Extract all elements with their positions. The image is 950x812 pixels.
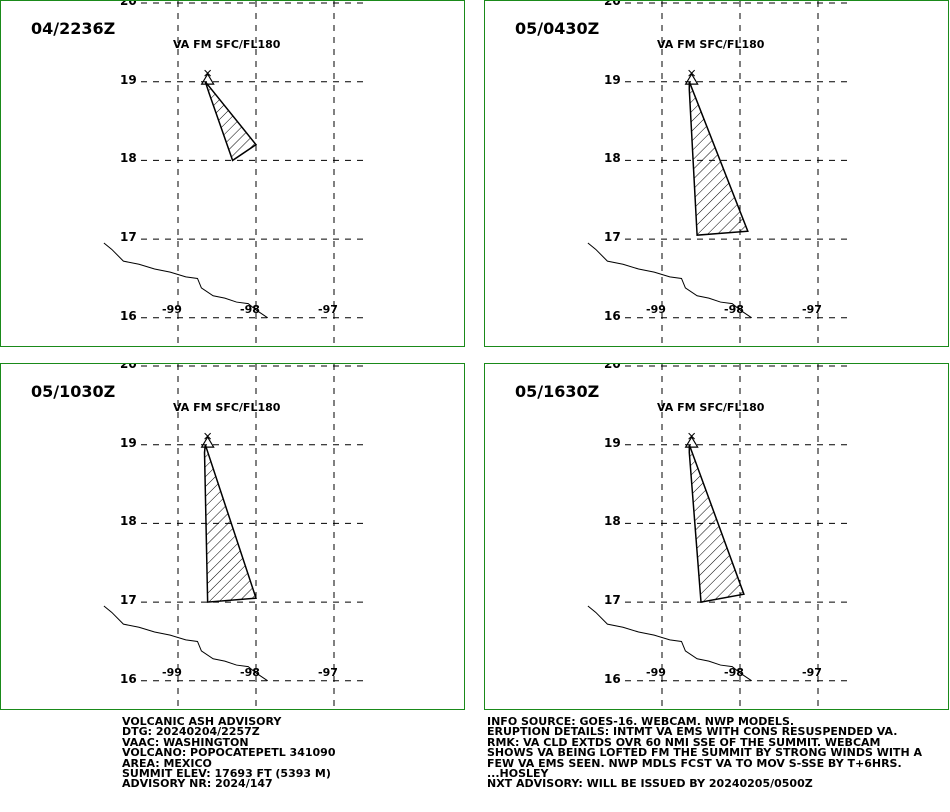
ash-cloud-polygon [688,81,749,236]
latitude-tick-label: 16 [604,308,621,323]
longitude-tick-label: -99 [646,666,666,679]
latitude-tick-label: 17 [604,230,621,245]
latitude-tick-label: 20 [120,0,137,8]
panel-time-label: 05/1030Z [31,382,116,401]
volcano-icon [684,72,699,85]
forecast-panel-4: 05/1630Z VA FM SFC/FL180 20 19 18 17 16 -99 -98 -… [484,363,949,710]
panel-layer-label: VA FM SFC/FL180 [657,401,765,414]
forecast-panel-2: 05/0430Z VA FM SFC/FL180 20 19 18 17 16 -99 -98 -… [484,0,949,347]
latitude-tick-label: 19 [120,72,137,87]
longitude-tick-label: -99 [162,303,182,316]
panel-layer-label: VA FM SFC/FL180 [173,38,281,51]
latitude-tick-label: 17 [120,230,137,245]
latitude-tick-label: 16 [120,308,137,323]
volcano-icon [684,435,699,448]
map-canvas [103,364,366,709]
advisory-left-text: VOLCANIC ASH ADVISORY DTG: 20240204/2257… [122,715,336,791]
ash-cloud-polygon [688,444,745,603]
map-canvas [587,364,850,709]
longitude-tick-label: -97 [318,666,338,679]
latitude-tick-label: 17 [120,593,137,608]
latitude-tick-label: 18 [604,514,621,529]
latitude-tick-label: 19 [120,435,137,450]
advisory-right-text: INFO SOURCE: GOES-16. WEBCAM. NWP MODELS… [487,715,922,791]
latitude-tick-label: 19 [604,72,621,87]
coastline [587,605,752,682]
coastline [103,605,268,682]
longitude-tick-label: -99 [162,666,182,679]
longitude-tick-label: -98 [724,666,744,679]
ash-cloud-polygon [203,444,258,603]
longitude-tick-label: -97 [802,303,822,316]
latitude-tick-label: 16 [604,671,621,686]
latitude-tick-label: 17 [604,593,621,608]
latitude-tick-label: 18 [604,151,621,166]
latitude-tick-label: 20 [120,363,137,371]
volcano-icon [200,435,215,448]
coastline [587,242,752,319]
coastline [103,242,268,319]
latitude-tick-label: 18 [120,514,137,529]
latitude-tick-label: 20 [604,363,621,371]
ash-cloud-polygon [204,81,258,162]
latitude-tick-label: 18 [120,151,137,166]
latitude-tick-label: 16 [120,671,137,686]
longitude-tick-label: -97 [802,666,822,679]
map-canvas [103,1,366,346]
longitude-tick-label: -98 [724,303,744,316]
map-canvas [587,1,850,346]
panel-time-label: 04/2236Z [31,19,116,38]
longitude-tick-label: -98 [240,666,260,679]
panel-layer-label: VA FM SFC/FL180 [173,401,281,414]
panel-time-label: 05/0430Z [515,19,600,38]
volcano-icon [200,72,215,85]
forecast-panel-3: 05/1030Z VA FM SFC/FL180 20 19 18 17 16 -99 -98 -… [0,363,465,710]
latitude-tick-label: 20 [604,0,621,8]
longitude-tick-label: -97 [318,303,338,316]
panel-layer-label: VA FM SFC/FL180 [657,38,765,51]
forecast-panel-1: 04/2236Z VA FM SFC/FL180 20 19 18 17 16 -99 -98 -… [0,0,465,347]
panel-time-label: 05/1630Z [515,382,600,401]
longitude-tick-label: -98 [240,303,260,316]
latitude-tick-label: 19 [604,435,621,450]
longitude-tick-label: -99 [646,303,666,316]
